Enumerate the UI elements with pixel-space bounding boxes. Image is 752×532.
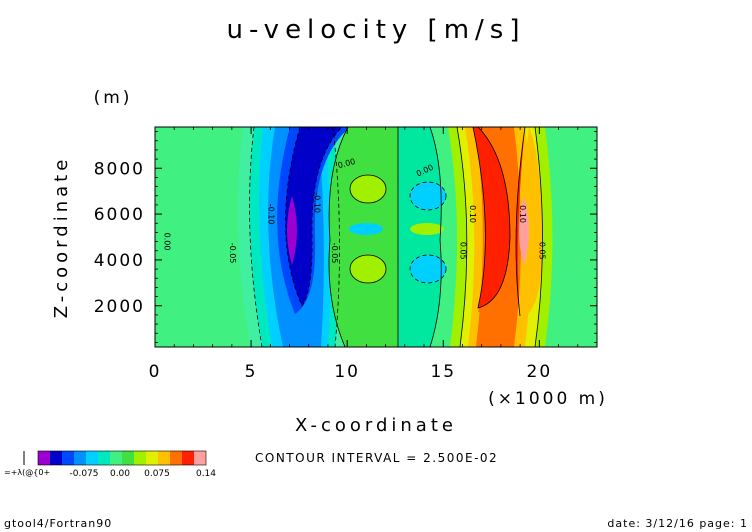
colorbar-swatch bbox=[50, 451, 62, 465]
colorbar-tick-label: 0.075 bbox=[144, 469, 170, 479]
x-tick-label: 15 bbox=[430, 362, 456, 382]
contour-label: -0.05 bbox=[228, 243, 237, 264]
contour-fill bbox=[155, 127, 597, 347]
contour-interval: CONTOUR INTERVAL = 2.500E-02 bbox=[255, 451, 498, 465]
colorbar-swatch bbox=[98, 451, 110, 465]
colorbar-swatch bbox=[86, 451, 98, 465]
y-axis: 2000 4000 6000 8000 bbox=[94, 131, 597, 343]
contour-label: -0.10 bbox=[313, 192, 322, 213]
contour-label: 0.10 bbox=[518, 205, 527, 223]
colorbar-swatch bbox=[62, 451, 74, 465]
contour-label: -0.10 bbox=[266, 204, 275, 225]
x-tick-label: 5 bbox=[245, 362, 258, 382]
y-tick-label: 8000 bbox=[94, 159, 145, 179]
colorbar-swatch bbox=[38, 451, 50, 465]
y-tick-label: 6000 bbox=[94, 205, 145, 225]
colorbar-frame bbox=[37, 450, 207, 466]
colorbar-swatch bbox=[110, 451, 122, 465]
x-tick-label: 20 bbox=[527, 362, 553, 382]
y-tick-label: 2000 bbox=[94, 297, 145, 317]
x-tick-label: 10 bbox=[334, 362, 360, 382]
contour-label: 0.10 bbox=[468, 205, 477, 223]
colorbar-tick-label: -0.075 bbox=[69, 469, 98, 479]
colorbar-min-label: =+λ(@{0+ bbox=[4, 468, 50, 477]
contour-label: 0.05 bbox=[459, 242, 468, 260]
y-unit-label: (m) bbox=[94, 88, 133, 108]
colorbar-swatch bbox=[134, 451, 146, 465]
footer-right: date: 3/12/16 page: 1 bbox=[607, 517, 748, 530]
y-tick-label: 4000 bbox=[94, 251, 145, 271]
contour-labels: 0.00-0.05-0.10-0.10-0.050.00 0.000.050.10… bbox=[163, 157, 547, 264]
contour-lines bbox=[249, 127, 543, 347]
footer-left: gtool4/Fortran90 bbox=[4, 517, 112, 530]
colorbar-swatch bbox=[182, 451, 194, 465]
contour-label: -0.05 bbox=[330, 243, 339, 264]
colorbar-swatch bbox=[146, 451, 158, 465]
colorbar-swatch bbox=[158, 451, 170, 465]
contour-label: 0.00 bbox=[337, 157, 357, 170]
x-unit-label: (×1000 m) bbox=[488, 389, 608, 409]
colorbar-tick-label: 0.14 bbox=[196, 469, 216, 479]
colorbar: -0.075 0.00 0.075 0.14 bbox=[23, 450, 216, 479]
colorbar-swatch bbox=[194, 451, 206, 465]
x-tick-label: 0 bbox=[149, 362, 162, 382]
contour-label: 0.05 bbox=[537, 242, 546, 260]
x-axis-label: X-coordinate bbox=[295, 415, 457, 436]
contour-label: 0.00 bbox=[163, 233, 172, 251]
plot-frame bbox=[154, 126, 598, 348]
colorbar-swatch bbox=[122, 451, 134, 465]
colorbar-swatch bbox=[170, 451, 182, 465]
colorbar-swatch bbox=[74, 451, 86, 465]
chart-title: u-velocity [m/s] bbox=[227, 15, 526, 45]
y-axis-label: Z-coordinate bbox=[51, 156, 72, 319]
colorbar-tick-label: 0.00 bbox=[110, 469, 130, 479]
x-axis: 0 5 10 15 20 bbox=[149, 127, 598, 382]
